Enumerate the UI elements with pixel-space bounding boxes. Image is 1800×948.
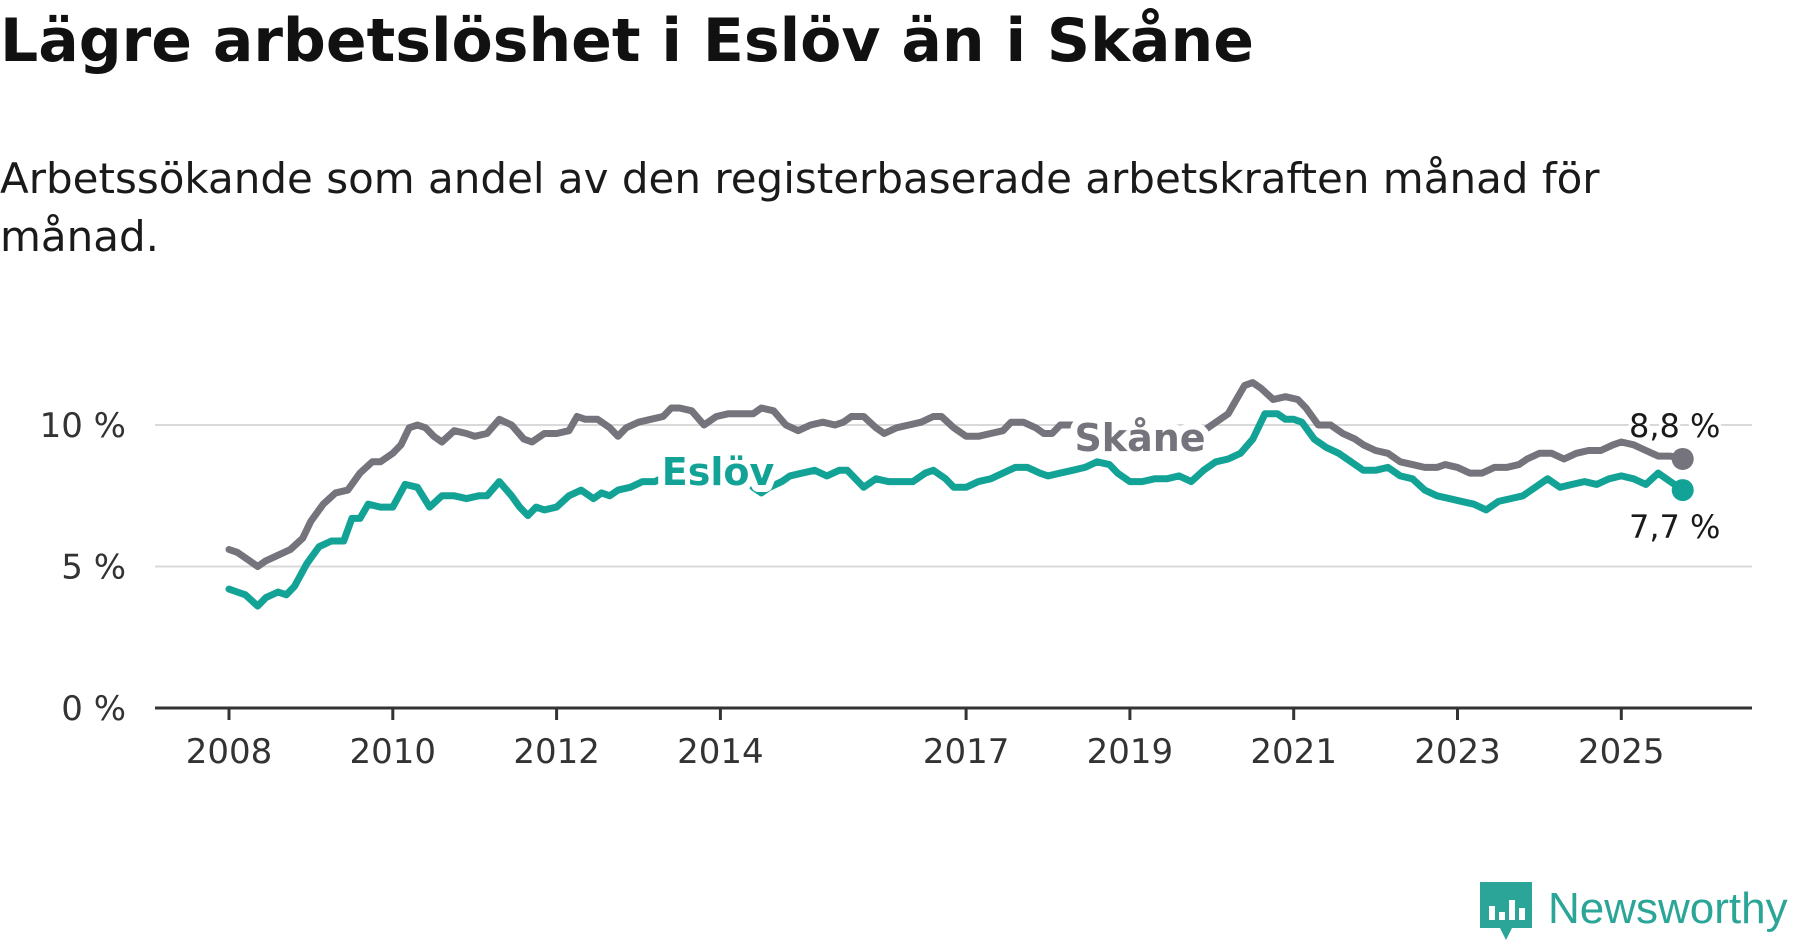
- end-value-label: 7,7 %: [1629, 508, 1720, 546]
- newsworthy-wordmark: Newsworthy: [1548, 884, 1788, 933]
- x-tick-label: 2025: [1578, 732, 1665, 772]
- x-tick-label: 2010: [350, 732, 437, 772]
- x-tick-label: 2014: [677, 732, 764, 772]
- y-tick-label: 5 %: [61, 548, 126, 588]
- chart-title: Lägre arbetslöshet i Eslöv än i Skåne: [0, 6, 1254, 76]
- x-tick-label: 2012: [513, 732, 600, 772]
- series-name-label: Skåne: [1074, 416, 1205, 460]
- y-tick-label: 10 %: [40, 406, 126, 446]
- series-name-label: Eslöv: [662, 450, 775, 494]
- chart-subtitle: Arbetssökande som andel av den registerb…: [0, 154, 1600, 261]
- x-tick-label: 2017: [923, 732, 1010, 772]
- y-tick-label: 0 %: [61, 689, 126, 729]
- series-line-skåne: [225, 379, 1687, 570]
- x-tick-label: 2021: [1250, 732, 1337, 772]
- x-tick-label: 2008: [186, 732, 273, 772]
- x-tick-label: 2023: [1414, 732, 1501, 772]
- newsworthy-logo: Newsworthy: [1480, 876, 1800, 948]
- newsworthy-icon: [1480, 882, 1532, 940]
- x-tick-label: 2019: [1087, 732, 1174, 772]
- end-value-label: 8,8 %: [1629, 407, 1720, 445]
- series-line-eslöv: [225, 410, 1687, 610]
- series-end-marker: [1671, 479, 1694, 502]
- line-chart: 0 % 5 % 10 % 2008 2010 2012 2014 2017 2019 2021 20…: [40, 379, 1752, 772]
- series-end-marker: [1671, 447, 1694, 470]
